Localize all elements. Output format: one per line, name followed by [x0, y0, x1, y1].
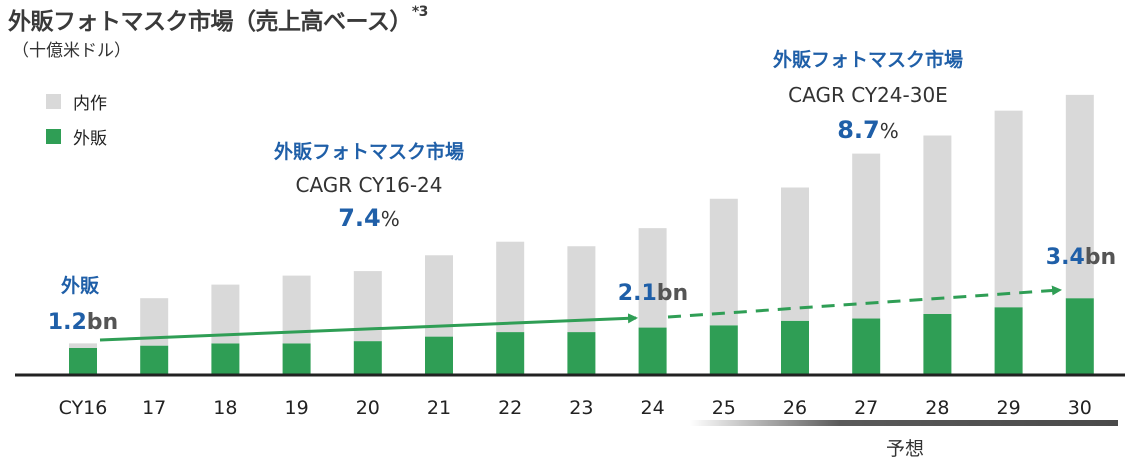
x-tick-label: 19 — [285, 397, 309, 419]
start-value: 1.2 — [48, 310, 87, 335]
bar-external-CY16 — [69, 347, 97, 375]
x-tick-labels: CY16 17 18 19 20 21 22 23 24 25 26 27 28 29 30 — [59, 397, 1092, 419]
bar-external-21 — [425, 336, 453, 375]
forecast-label: 予想 — [886, 438, 924, 460]
x-tick-label: 20 — [356, 397, 380, 419]
legend-item-internal: 内作 — [46, 84, 107, 119]
bar-external-20 — [353, 341, 382, 375]
cagr1-period: CAGR CY16-24 — [296, 173, 443, 197]
x-tick-label: 24 — [641, 397, 665, 419]
bar-internal-21 — [425, 255, 453, 337]
legend: 内作 外販 — [46, 84, 107, 154]
cagr1-title: 外販フォトマスク市場 — [274, 140, 464, 163]
end-value: 3.4 — [1046, 245, 1085, 270]
bar-internal-28 — [923, 135, 952, 314]
bar-external-28 — [923, 314, 952, 375]
start-unit: bn — [87, 310, 118, 335]
trend-arrow-historical — [99, 313, 638, 342]
bar-external-25 — [709, 325, 738, 375]
cagr1-value: 7.4 — [338, 204, 381, 232]
bar-internal-25 — [709, 198, 738, 326]
legend-swatch-internal — [46, 94, 61, 109]
x-tick-label: 29 — [997, 397, 1021, 419]
x-tick-label: CY16 — [59, 397, 108, 419]
cagr2-period: CAGR CY24-30E — [788, 83, 948, 107]
x-tick-label: 17 — [142, 397, 166, 419]
bar-external-22 — [496, 332, 525, 375]
cagr2-title: 外販フォトマスク市場 — [773, 48, 963, 71]
legend-swatch-external — [46, 129, 61, 144]
x-tick-label: 30 — [1068, 397, 1092, 419]
legend-label-external: 外販 — [73, 129, 107, 149]
bar-internal-26 — [781, 187, 809, 321]
x-tick-label: 27 — [854, 397, 878, 419]
mid-unit: bn — [657, 281, 688, 306]
bars-group — [69, 94, 1094, 375]
bar-internal-30 — [1065, 94, 1094, 299]
bar-external-24 — [638, 327, 667, 375]
cagr2-percent: % — [880, 119, 899, 143]
bar-external-30 — [1065, 298, 1094, 375]
cagr2-value: 8.7 — [837, 116, 880, 144]
chart-title: 外販フォトマスク市場（売上高ベース）*3 — [8, 4, 428, 35]
legend-item-external: 外販 — [46, 119, 107, 154]
bar-internal-23 — [567, 246, 596, 333]
x-tick-label: 22 — [498, 397, 522, 419]
bar-external-23 — [567, 332, 596, 375]
bar-internal-29 — [994, 110, 1023, 308]
bar-internal-CY16 — [69, 343, 97, 348]
bar-external-17 — [140, 345, 169, 375]
mid-value-label: 2.1bn — [618, 281, 688, 306]
bar-external-18 — [211, 343, 240, 375]
x-tick-label: 21 — [427, 397, 451, 419]
mid-value: 2.1 — [618, 281, 657, 306]
x-tick-label: 28 — [925, 397, 949, 419]
bar-internal-27 — [852, 153, 881, 319]
bar-external-27 — [852, 318, 881, 375]
bar-external-29 — [994, 307, 1023, 375]
x-tick-label: 23 — [569, 397, 593, 419]
x-tick-label: 26 — [783, 397, 807, 419]
bar-external-19 — [282, 343, 311, 375]
bar-external-26 — [781, 320, 809, 375]
end-unit: bn — [1085, 245, 1116, 270]
unit-label: （十億米ドル） — [12, 41, 131, 61]
x-tick-label: 25 — [712, 397, 736, 419]
bar-internal-24 — [638, 228, 667, 328]
end-value-label: 3.4bn — [1046, 245, 1116, 270]
cagr2-value-label: 8.7% — [837, 116, 899, 144]
bar-internal-22 — [496, 241, 525, 333]
x-tick-label: 18 — [213, 397, 237, 419]
start-value-label: 1.2bn — [48, 310, 118, 335]
start-label: 外販 — [61, 274, 100, 297]
cagr1-percent: % — [381, 207, 400, 231]
legend-label-internal: 内作 — [73, 94, 107, 114]
forecast-bar — [690, 420, 1118, 426]
cagr1-value-label: 7.4% — [338, 204, 400, 232]
